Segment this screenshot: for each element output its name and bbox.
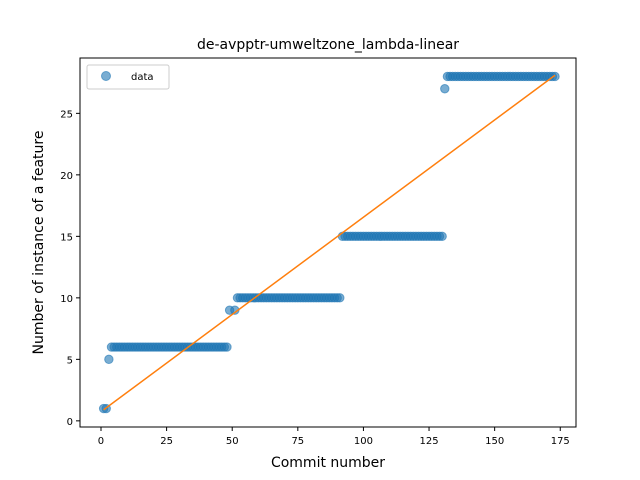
x-tick-label: 175 [551, 436, 570, 447]
fit-line [103, 74, 556, 411]
x-axis-label: Commit number [271, 455, 385, 471]
y-tick-label: 25 [60, 109, 73, 120]
x-tick-label: 150 [485, 436, 504, 447]
y-tick-label: 10 [60, 294, 73, 305]
x-tick-label: 0 [98, 436, 104, 447]
data-point [437, 231, 447, 242]
ticks: 0 25 50 75 100 125 150 175 0 5 10 15 20 25 [60, 109, 570, 447]
x-tick-label: 50 [226, 436, 239, 447]
legend-frame [86, 64, 170, 90]
y-tick-label: 15 [60, 232, 73, 243]
legend: data [86, 64, 170, 90]
y-tick-label: 20 [60, 171, 73, 182]
x-tick-label: 125 [419, 436, 438, 447]
axes-frame [79, 57, 577, 428]
x-tick-label: 100 [354, 436, 373, 447]
x-tick-label: 75 [291, 436, 304, 447]
chart-title: de-avpptr-umweltzone_lambda-linear [197, 37, 459, 53]
legend-marker [101, 71, 111, 81]
legend-label-data: data [131, 72, 154, 83]
data-point [550, 71, 560, 82]
y-axis-label: Number of instance of a feature [31, 131, 47, 355]
data-point [222, 342, 232, 352]
data-point [335, 293, 345, 303]
y-tick-label: 0 [67, 417, 73, 428]
x-tick-label: 25 [160, 436, 173, 447]
y-tick-label: 5 [67, 355, 73, 366]
data-point [440, 84, 450, 94]
data-point [104, 354, 114, 365]
plot-area [98, 71, 560, 414]
